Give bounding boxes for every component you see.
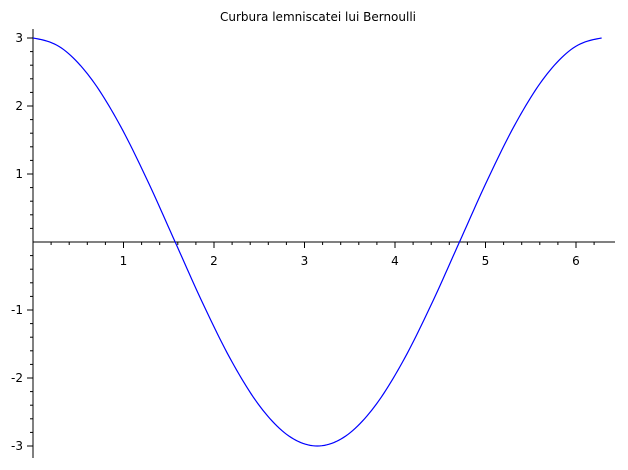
y-tick-label: 3 bbox=[15, 31, 23, 45]
y-tick-label: 2 bbox=[15, 99, 23, 113]
y-tick-label: -2 bbox=[11, 371, 23, 385]
x-tick-label: 3 bbox=[301, 254, 309, 268]
ticks: 1 2 3 4 5 6 3 2 1 -1 -2 -3 bbox=[11, 31, 595, 453]
y-tick-label: -3 bbox=[11, 439, 23, 453]
x-tick-label: 1 bbox=[120, 254, 128, 268]
x-tick-label: 4 bbox=[391, 254, 399, 268]
x-tick-label: 5 bbox=[482, 254, 490, 268]
x-tick-label: 2 bbox=[210, 254, 218, 268]
y-tick-label: 1 bbox=[15, 167, 23, 181]
series-line bbox=[32, 37, 602, 447]
chart-title: Curbura lemniscatei lui Bernoulli bbox=[220, 10, 416, 24]
y-tick-label: -1 bbox=[11, 303, 23, 317]
x-tick-label: 6 bbox=[572, 254, 580, 268]
